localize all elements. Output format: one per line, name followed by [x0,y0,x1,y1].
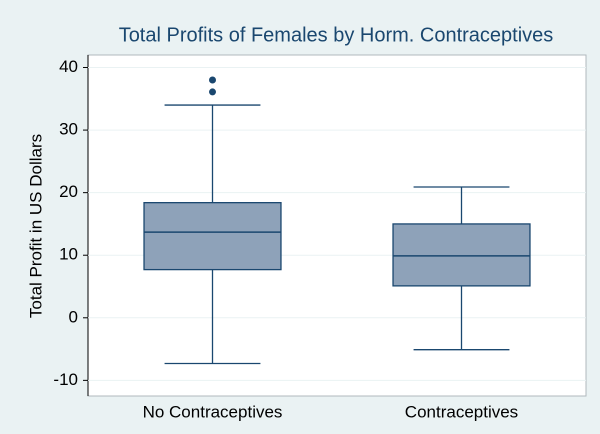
outlier [209,76,216,84]
outlier [209,88,216,96]
box [392,223,531,287]
x-tick-label: No Contraceptives [143,402,283,421]
y-tick-label: 20 [59,182,78,201]
y-axis-label: Total Profit in US Dollars [26,134,45,318]
y-tick-label: 30 [59,120,78,139]
y-tick-label: 40 [59,57,78,76]
y-tick-label: 0 [69,307,78,326]
box [143,202,282,271]
x-tick-label: Contraceptives [405,402,518,421]
y-tick-label: -10 [53,370,78,389]
y-tick-label: 10 [59,245,78,264]
chart-title: Total Profits of Females by Horm. Contra… [119,24,554,46]
